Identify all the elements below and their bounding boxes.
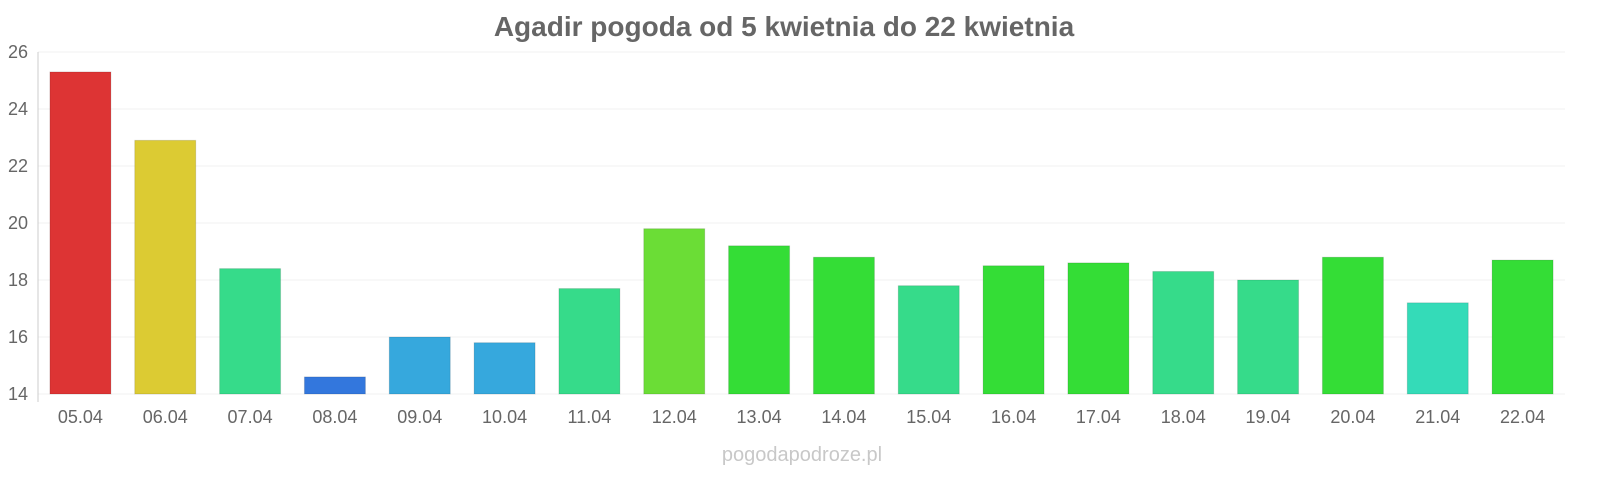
x-tick-label: 05.04 <box>58 407 103 427</box>
x-tick-label: 17.04 <box>1076 407 1121 427</box>
bar-20.04 <box>1321 256 1384 395</box>
bar-06.04 <box>134 139 197 395</box>
bar-12.04 <box>643 228 706 395</box>
chart-title: Agadir pogoda od 5 kwietnia do 22 kwietn… <box>494 11 1075 42</box>
x-tick-label: 10.04 <box>482 407 527 427</box>
bar-09.04 <box>388 336 451 395</box>
y-tick-label: 26 <box>8 42 28 62</box>
y-tick-label: 16 <box>8 327 28 347</box>
y-tick-label: 20 <box>8 213 28 233</box>
y-tick-label: 22 <box>8 156 28 176</box>
x-tick-label: 22.04 <box>1500 407 1545 427</box>
bar-17.04 <box>1067 262 1130 395</box>
x-tick-label: 09.04 <box>397 407 442 427</box>
bar-13.04 <box>728 245 791 395</box>
x-tick-label: 21.04 <box>1415 407 1460 427</box>
bar-18.04 <box>1152 270 1215 395</box>
x-tick-label: 18.04 <box>1161 407 1206 427</box>
x-tick-label: 12.04 <box>652 407 697 427</box>
x-tick-label: 07.04 <box>228 407 273 427</box>
x-tick-label: 11.04 <box>568 407 612 427</box>
x-tick-label: 19.04 <box>1246 407 1291 427</box>
bar-22.04 <box>1491 259 1554 395</box>
bar-15.04 <box>897 285 960 395</box>
bar-07.04 <box>219 268 282 395</box>
x-tick-label: 16.04 <box>991 407 1036 427</box>
x-tick-label: 20.04 <box>1330 407 1375 427</box>
x-tick-label: 14.04 <box>821 407 866 427</box>
bar-08.04 <box>303 376 366 395</box>
bar-10.04 <box>473 342 536 395</box>
x-tick-label: 08.04 <box>312 407 357 427</box>
watermark: pogodapodroze.pl <box>722 444 882 466</box>
x-tick-label: 06.04 <box>143 407 188 427</box>
bar-14.04 <box>812 256 875 395</box>
bar-05.04 <box>49 71 112 395</box>
bar-16.04 <box>982 265 1045 395</box>
bar-11.04 <box>558 288 621 395</box>
bar-21.04 <box>1406 302 1469 395</box>
x-tick-label: 13.04 <box>737 407 782 427</box>
y-tick-label: 18 <box>8 270 28 290</box>
bar-19.04 <box>1237 279 1300 395</box>
y-tick-label: 14 <box>8 384 28 404</box>
x-tick-label: 15.04 <box>906 407 951 427</box>
y-tick-label: 24 <box>8 99 28 119</box>
